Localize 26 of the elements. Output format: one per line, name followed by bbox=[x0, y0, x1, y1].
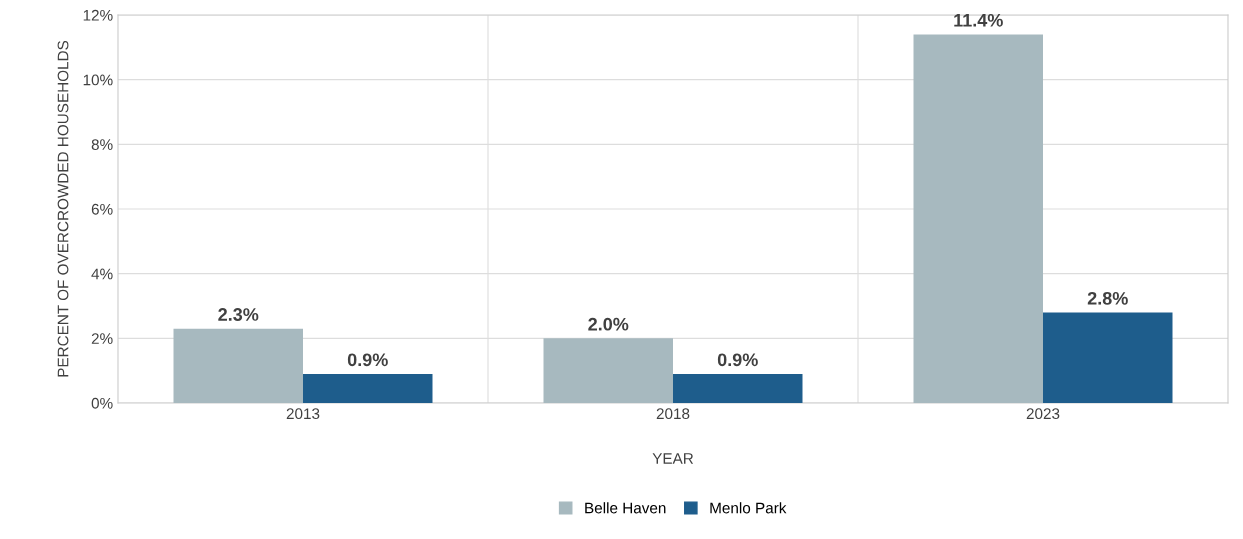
bar bbox=[303, 373, 433, 403]
y-tick-label: 4% bbox=[91, 268, 113, 280]
y-tick-label: 6% bbox=[91, 203, 113, 215]
x-tick-label: 2018 bbox=[656, 408, 690, 420]
data-label: 11.4% bbox=[954, 13, 1003, 27]
x-axis-title: YEAR bbox=[652, 453, 694, 464]
bar bbox=[543, 338, 673, 403]
y-axis-title: PERCENT OF OVERCROWDED HOUSEHOLDS bbox=[57, 40, 69, 377]
bar bbox=[173, 328, 303, 403]
bar bbox=[1043, 312, 1173, 403]
legend-label: Menlo Park bbox=[710, 502, 787, 514]
data-label: 0.9% bbox=[347, 353, 388, 367]
y-tick-label: 12% bbox=[83, 9, 113, 21]
data-label: 2.8% bbox=[1087, 291, 1128, 305]
data-label: 0.9% bbox=[717, 353, 758, 367]
legend-label: Belle Haven bbox=[585, 502, 666, 514]
bar bbox=[913, 34, 1043, 403]
y-tick-label: 8% bbox=[91, 139, 113, 151]
x-tick-label: 2013 bbox=[286, 408, 320, 420]
y-tick-label: 0% bbox=[91, 397, 113, 409]
data-label: 2.0% bbox=[588, 317, 629, 331]
y-tick-label: 2% bbox=[91, 333, 113, 344]
data-label: 2.3% bbox=[218, 308, 259, 321]
y-tick-label: 10% bbox=[83, 74, 113, 86]
x-tick-label: 2023 bbox=[1026, 408, 1060, 420]
bar bbox=[673, 373, 803, 403]
